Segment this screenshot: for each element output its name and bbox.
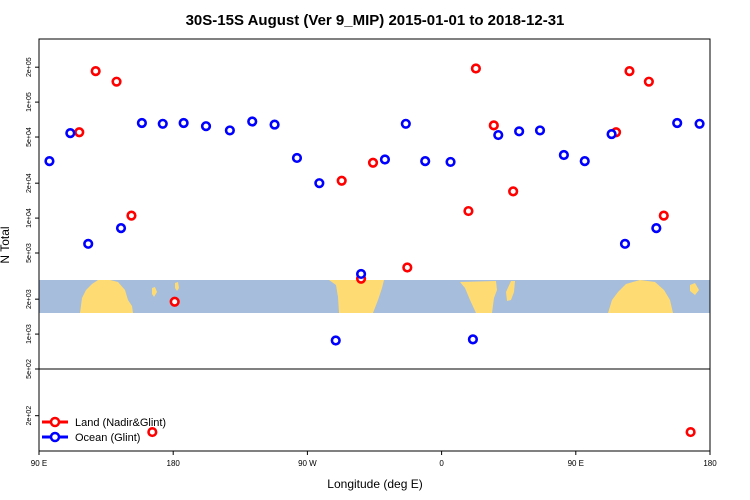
- data-point: [157, 118, 168, 129]
- data-point: [147, 426, 158, 438]
- data-points: [44, 63, 705, 438]
- data-point: [651, 222, 662, 234]
- data-point: [493, 129, 504, 141]
- data-point: [514, 126, 525, 137]
- y-axis-label: N Total: [0, 226, 12, 263]
- data-point: [579, 156, 590, 167]
- x-tick-label: 180: [703, 459, 717, 468]
- legend-marker-ocean: [49, 431, 61, 443]
- y-tick-label: 5e+03: [26, 243, 33, 263]
- legend-label-land: Land (Nadir&Glint): [75, 417, 166, 429]
- y-tick-label: 2e+05: [26, 57, 33, 77]
- x-tick-label: 180: [167, 459, 181, 468]
- data-point: [44, 156, 55, 167]
- data-point: [402, 262, 413, 273]
- data-point: [367, 157, 379, 168]
- data-point: [83, 238, 94, 249]
- data-point: [111, 76, 122, 87]
- data-point: [508, 186, 519, 197]
- data-point: [534, 125, 546, 136]
- y-tick-label: 1e+04: [26, 208, 33, 228]
- data-point: [336, 175, 347, 186]
- data-point: [624, 66, 635, 77]
- data-point: [619, 238, 631, 249]
- data-point: [606, 128, 617, 140]
- x-tick-label: 90 E: [31, 459, 47, 468]
- data-point: [169, 296, 180, 307]
- axes-frame: [38, 38, 711, 452]
- y-tick-label: 2e+02: [26, 406, 33, 426]
- data-point: [694, 118, 705, 129]
- x-tick-label: 90 W: [298, 459, 317, 468]
- data-point: [126, 210, 137, 221]
- data-point: [400, 118, 411, 129]
- data-point: [269, 119, 280, 130]
- data-point: [224, 125, 235, 136]
- data-point: [115, 222, 127, 234]
- data-point: [488, 120, 499, 131]
- data-point: [90, 66, 101, 77]
- y-tick-label: 1e+05: [26, 92, 33, 112]
- data-point: [136, 117, 147, 129]
- legend-entry-ocean: Ocean (Glint): [42, 431, 140, 444]
- data-point: [314, 178, 325, 189]
- data-point: [420, 156, 431, 167]
- data-point: [558, 149, 569, 161]
- data-point: [330, 335, 341, 346]
- data-point: [74, 127, 85, 138]
- legend: Land (Nadir&Glint) Ocean (Glint): [42, 416, 166, 444]
- data-point: [470, 63, 481, 74]
- y-axis-ticks: 2e+02 5e+02 1e+03 2e+03 5e+03 1e+04 2e+04 5e+04…: [26, 57, 39, 426]
- data-point: [685, 426, 696, 438]
- y-tick-label: 2e+04: [26, 173, 33, 193]
- y-tick-label: 2e+03: [26, 289, 33, 309]
- y-tick-label: 1e+03: [26, 324, 33, 344]
- world-map-strip: [39, 280, 710, 313]
- legend-entry-land: Land (Nadir&Glint): [42, 416, 166, 429]
- legend-label-ocean: Ocean (Glint): [75, 432, 140, 444]
- x-tick-label: 90 E: [568, 459, 584, 468]
- data-point: [65, 128, 76, 139]
- y-tick-label: 5e+02: [26, 359, 33, 379]
- x-axis-label: Longitude (deg E): [327, 477, 422, 491]
- data-point: [672, 117, 683, 129]
- data-point: [643, 76, 654, 87]
- data-point: [463, 205, 474, 217]
- x-axis-ticks: 90 E 180 90 W 0 90 E 180: [31, 451, 717, 468]
- legend-marker-land: [49, 416, 61, 428]
- data-point: [355, 268, 367, 280]
- data-point: [178, 117, 189, 129]
- y-tick-label: 5e+04: [26, 127, 33, 147]
- data-point: [379, 154, 391, 165]
- data-point: [658, 210, 669, 221]
- data-point: [467, 334, 479, 345]
- data-point: [291, 152, 303, 164]
- data-point: [445, 156, 456, 168]
- data-point: [200, 121, 212, 132]
- chart-title: 30S-15S August (Ver 9_MIP) 2015-01-01 to…: [186, 12, 565, 29]
- data-point: [247, 116, 258, 127]
- series-ocean: [44, 116, 705, 346]
- x-tick-label: 0: [439, 459, 444, 468]
